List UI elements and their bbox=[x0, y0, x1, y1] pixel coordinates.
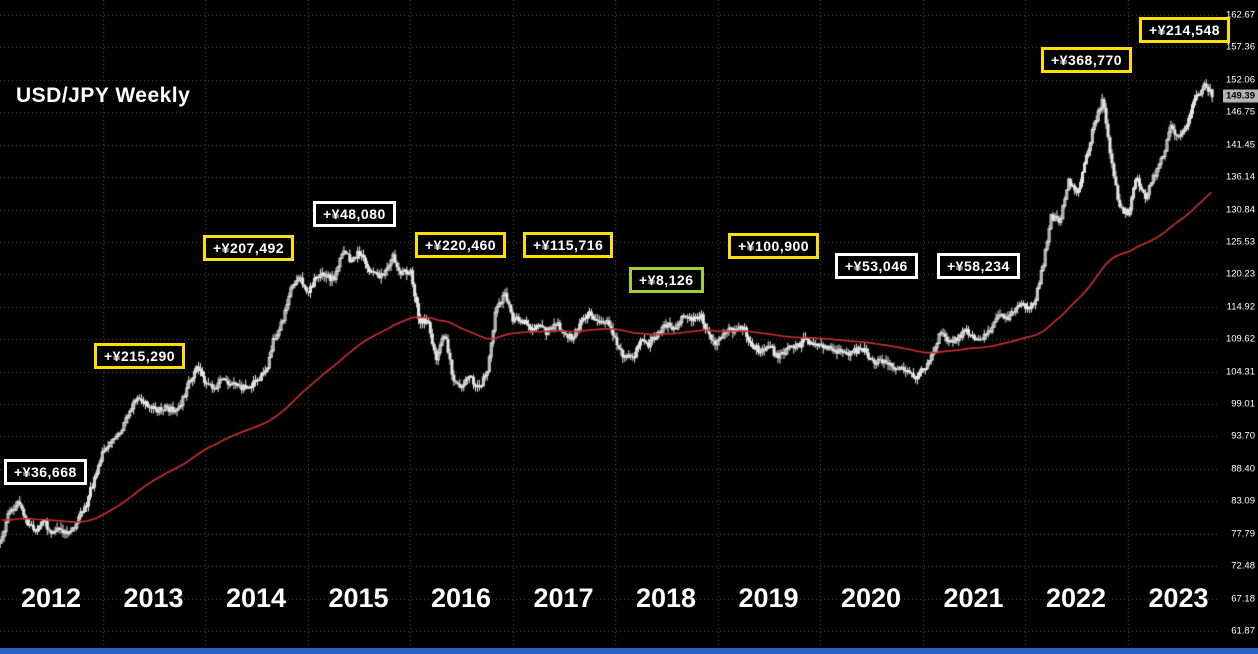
y-axis-price-label: 99.01 bbox=[1231, 398, 1255, 410]
x-axis-year-label: 2018 bbox=[635, 583, 697, 613]
profit-annotation-label: +¥58,234 bbox=[937, 253, 1020, 279]
y-axis-price-label: 83.09 bbox=[1231, 495, 1255, 507]
y-axis-price-label: 157.36 bbox=[1225, 41, 1255, 53]
y-axis-price-label: 125.53 bbox=[1225, 236, 1255, 248]
profit-annotation-label: +¥207,492 bbox=[203, 235, 295, 261]
x-axis-year-label: 2012 bbox=[20, 583, 82, 613]
profit-annotation-label: +¥8,126 bbox=[629, 267, 704, 293]
profit-annotation-label: +¥115,716 bbox=[523, 232, 614, 258]
profit-annotation-label: +¥220,460 bbox=[415, 232, 507, 258]
profit-annotation-label: +¥214,548 bbox=[1139, 17, 1231, 43]
x-axis-year-label: 2022 bbox=[1045, 583, 1107, 613]
x-axis-year-label: 2020 bbox=[840, 583, 902, 613]
y-axis-price-label: 93.70 bbox=[1231, 430, 1255, 442]
x-axis-year-label: 2021 bbox=[943, 583, 1004, 613]
y-axis-price-label: 67.18 bbox=[1231, 593, 1255, 605]
y-axis-price-label: 146.75 bbox=[1225, 106, 1255, 118]
y-axis-price-label: 61.87 bbox=[1231, 625, 1255, 637]
x-axis-year-label: 2015 bbox=[328, 583, 389, 613]
profit-annotation-label: +¥48,080 bbox=[313, 201, 396, 227]
y-axis-price-label: 136.14 bbox=[1225, 171, 1255, 183]
bottom-border-bar bbox=[0, 648, 1258, 654]
y-axis-price-label: 109.62 bbox=[1225, 333, 1255, 345]
profit-annotation-label: +¥215,290 bbox=[94, 343, 186, 369]
current-price-tag: 149.39 bbox=[1222, 89, 1258, 103]
profit-annotation-label: +¥53,046 bbox=[835, 253, 918, 279]
x-axis-year-label: 2019 bbox=[738, 583, 799, 613]
y-axis-price-label: 130.84 bbox=[1225, 204, 1255, 216]
x-axis-year-label: 2013 bbox=[123, 583, 184, 613]
x-axis-year-label: 2014 bbox=[225, 583, 287, 613]
y-axis-price-label: 114.92 bbox=[1226, 301, 1255, 313]
x-axis-year-label: 2016 bbox=[430, 583, 492, 613]
y-axis-price-label: 152.06 bbox=[1225, 74, 1255, 86]
y-axis-price-label: 120.23 bbox=[1225, 268, 1255, 280]
x-axis-year-label: 2017 bbox=[533, 583, 594, 613]
chart-title: USD/JPY Weekly bbox=[16, 84, 191, 107]
x-axis-year-label: 2023 bbox=[1148, 583, 1209, 613]
profit-annotation-label: +¥100,900 bbox=[728, 233, 820, 259]
y-axis-price-label: 88.40 bbox=[1231, 463, 1255, 475]
y-axis-price-label: 72.48 bbox=[1231, 560, 1255, 572]
profit-annotation-label: +¥36,668 bbox=[4, 459, 87, 485]
y-axis-price-label: 77.79 bbox=[1231, 528, 1255, 540]
y-axis-price-label: 141.45 bbox=[1225, 139, 1255, 151]
y-axis-price-label: 104.31 bbox=[1225, 366, 1255, 378]
profit-annotation-label: +¥368,770 bbox=[1041, 47, 1133, 73]
y-axis-price-label: 162.67 bbox=[1225, 9, 1255, 21]
